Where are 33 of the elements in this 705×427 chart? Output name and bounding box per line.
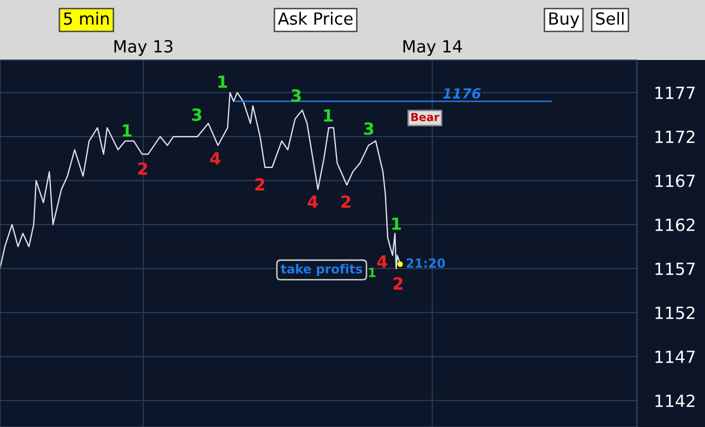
- y-tick-label: 1142: [655, 394, 694, 407]
- ref-line-label: 1176: [443, 88, 481, 99]
- text: Buy: [549, 12, 580, 28]
- annotation: 2: [394, 277, 402, 290]
- annotation: 1: [324, 109, 333, 122]
- y-tick-label: 1162: [655, 218, 694, 232]
- annotation: 1: [369, 268, 376, 278]
- annotation: 3: [292, 89, 301, 102]
- annotation: 1: [218, 76, 227, 88]
- annotation: 3: [192, 108, 202, 121]
- x-tick-label: May 14: [403, 40, 462, 56]
- annotation: 1: [122, 124, 132, 137]
- y-tick-label: 1157: [655, 262, 695, 276]
- text: Sell: [596, 12, 624, 25]
- y-tick-label: 1177: [655, 86, 695, 99]
- text: 5 min: [64, 12, 109, 25]
- y-tick-label: 1172: [655, 130, 694, 143]
- y-tick-label: 1167: [655, 174, 695, 188]
- text: Ask Price: [278, 12, 353, 25]
- annotation: 21:20: [406, 258, 445, 268]
- annotation: 4: [377, 255, 388, 268]
- annotation: take profits: [280, 264, 362, 276]
- annotation: Bear: [411, 112, 440, 122]
- y-tick-label: 1152: [655, 306, 694, 320]
- annotation: 2: [138, 162, 148, 175]
- annotation: 4: [308, 196, 318, 208]
- annotation: 2: [255, 178, 264, 190]
- x-tick-label: May 13: [114, 40, 172, 56]
- annotation: 3: [364, 122, 374, 135]
- annotation: 2: [341, 195, 350, 208]
- annotation: 1: [392, 218, 401, 230]
- annotation: 4: [210, 152, 220, 164]
- y-tick-label: 1147: [655, 350, 695, 363]
